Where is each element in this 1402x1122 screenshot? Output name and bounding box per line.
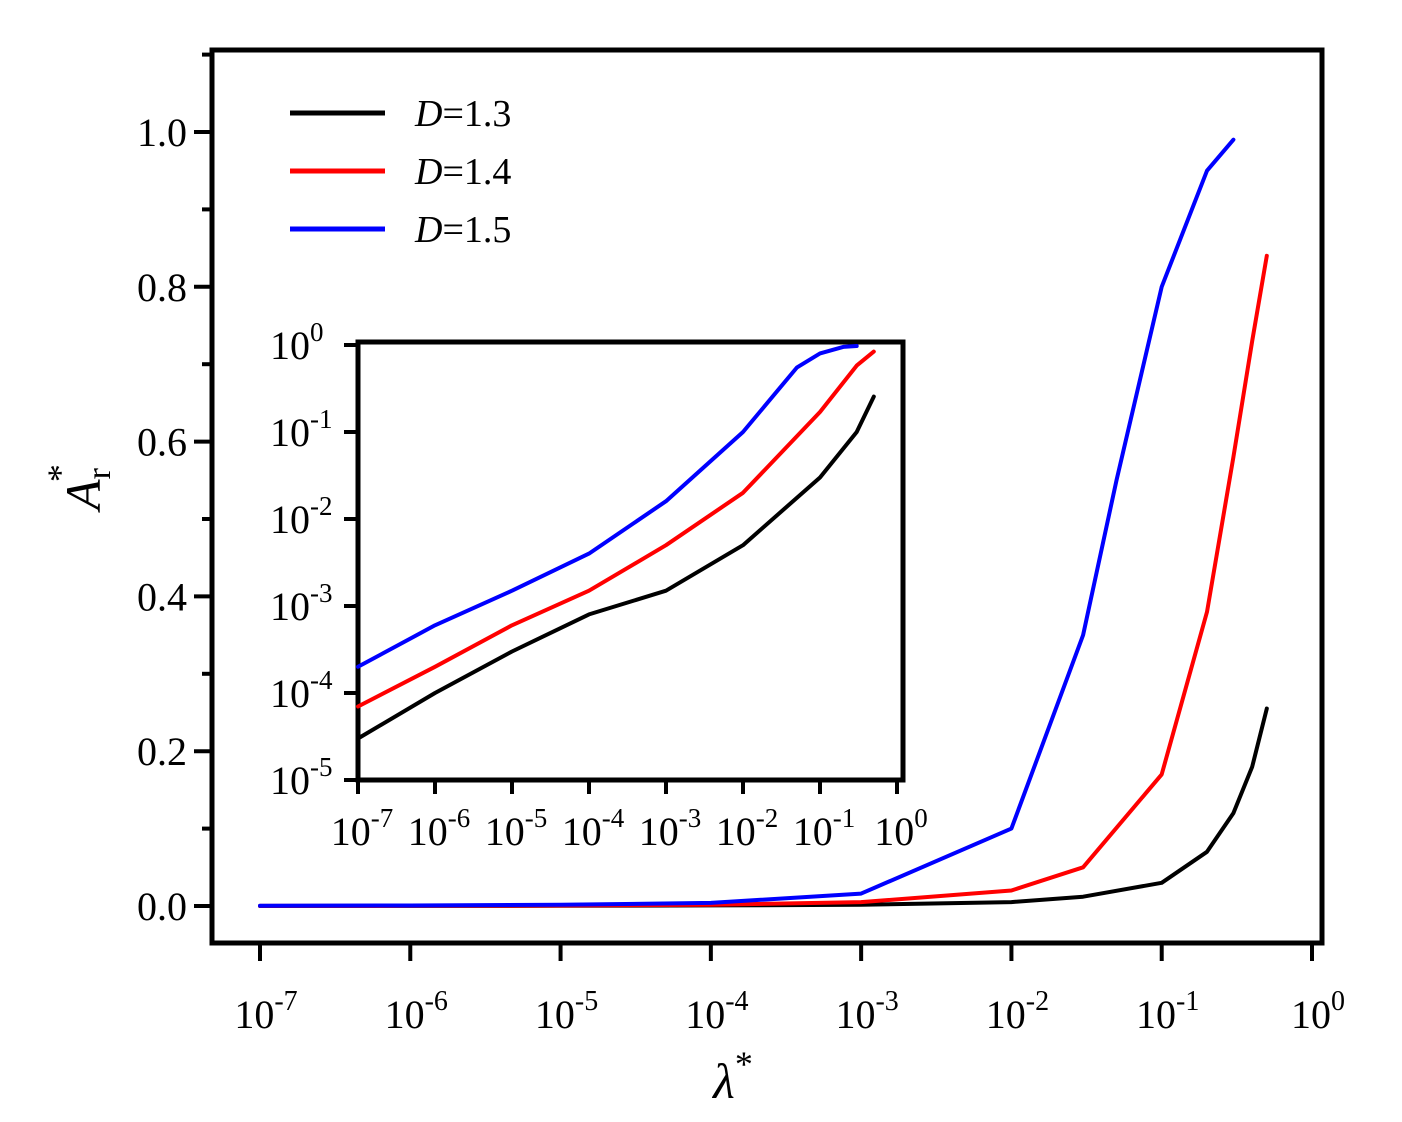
inset-plot: 10-7 10-6 10-5 10-4 10-3 10-2 10-1 100 10-5 10-4 1… — [270, 317, 928, 854]
main-plot: 10-7 10-6 10-5 10-4 10-3 10-2 10-1 100 0.0 0.2 0.4… — [137, 47, 1345, 1037]
inset-x-tick-label: 10-4 — [562, 803, 625, 854]
x-tick-label: 10-6 — [385, 986, 448, 1037]
y-tick-label: 0.8 — [137, 265, 187, 310]
inset-x-tick-label: 100 — [874, 803, 928, 854]
inset-frame — [355, 339, 906, 783]
inset-y-tick-label: 10-5 — [270, 752, 333, 803]
x-tick-label: 10-3 — [835, 986, 898, 1037]
y-tick-label: 1.0 — [137, 110, 187, 155]
inset-x-tick-label: 10-1 — [793, 803, 856, 854]
inset-x-tick-label: 10-5 — [485, 803, 548, 854]
main-plot-frame — [209, 47, 1325, 946]
inset-series-line-D=1.5 — [356, 344, 859, 669]
inset-y-tick-label: 10-3 — [270, 578, 333, 629]
x-axis-title: λ* — [711, 1044, 753, 1109]
series-line-D=1.5 — [258, 137, 1236, 908]
inset-x-tick-label: 10-2 — [716, 803, 779, 854]
legend-label-D=1.4: D=1.4 — [414, 151, 511, 193]
inset-series-line-D=1.3 — [356, 394, 876, 741]
x-tick-label: 10-4 — [685, 986, 748, 1037]
legend: D=1.3 D=1.4 D=1.5 — [290, 93, 511, 251]
inset-x-tick-label: 10-6 — [408, 803, 471, 854]
x-tick-label: 10-1 — [1136, 986, 1199, 1037]
x-tick-label: 10-7 — [234, 986, 297, 1037]
inset-x-tick-label: 10-3 — [639, 803, 702, 854]
y-axis-title: Ar* — [40, 464, 118, 513]
inset-y-tick-label: 10-1 — [270, 404, 333, 455]
legend-label-D=1.5: D=1.5 — [414, 209, 511, 251]
inset-y-tick-label: 10-4 — [270, 665, 333, 716]
y-tick-label: 0.0 — [137, 884, 187, 929]
legend-label-D=1.3: D=1.3 — [414, 93, 511, 135]
y-tick-label: 0.2 — [137, 729, 187, 774]
inset-x-tick-label: 10-7 — [331, 803, 394, 854]
x-tick-label: 10-5 — [535, 986, 598, 1037]
x-tick-label: 10-2 — [986, 986, 1049, 1037]
inset-y-tick-label: 100 — [270, 317, 324, 368]
x-tick-label: 100 — [1291, 986, 1345, 1037]
inset-series-line-D=1.4 — [356, 349, 876, 709]
y-tick-label: 0.6 — [137, 420, 187, 465]
inset-y-tick-label: 10-2 — [270, 491, 333, 542]
y-tick-label: 0.4 — [137, 574, 187, 619]
axis-titles: λ* Ar* — [40, 464, 753, 1109]
